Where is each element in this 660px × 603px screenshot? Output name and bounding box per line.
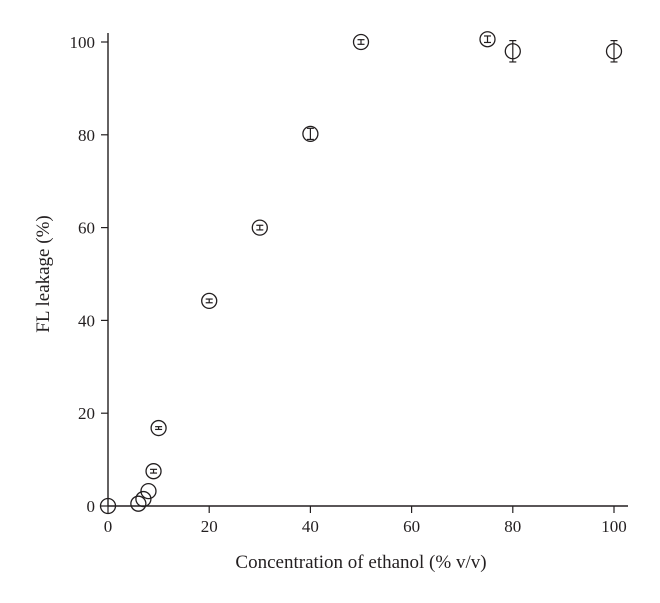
y-tick-label: 80 [78, 126, 95, 145]
data-point [302, 125, 319, 143]
data-point [605, 40, 623, 63]
point-marker [201, 292, 218, 310]
data-point [99, 497, 117, 515]
data-point [251, 219, 268, 236]
point-marker [479, 31, 496, 48]
point-marker [140, 483, 157, 500]
y-tick-label: 100 [70, 33, 96, 52]
point-marker [605, 43, 623, 60]
data-point [352, 33, 370, 51]
point-marker [302, 125, 319, 143]
point-marker [99, 497, 117, 515]
point-marker [130, 495, 147, 512]
y-tick-label: 0 [87, 497, 96, 516]
data-point [479, 31, 496, 48]
data-point [145, 463, 162, 480]
axes [107, 33, 628, 507]
y-tick-label: 20 [78, 404, 95, 423]
point-marker [251, 219, 268, 236]
y-tick-label: 40 [78, 311, 95, 330]
data-point [130, 495, 147, 512]
x-tick-label: 100 [601, 517, 627, 536]
point-marker [145, 463, 162, 480]
data-point [504, 40, 521, 63]
x-tick-label: 40 [302, 517, 319, 536]
x-tick-label: 60 [403, 517, 420, 536]
point-marker [135, 490, 152, 508]
x-tick-label: 0 [104, 517, 113, 536]
x-tick-label: 80 [504, 517, 521, 536]
data-point [150, 419, 167, 437]
y-axis-title: FL leakage (%) [33, 215, 54, 332]
x-ticks: 0 20 40 60 80 100 [104, 506, 627, 536]
point-marker [504, 43, 521, 60]
data-point [135, 490, 152, 508]
x-tick-label: 20 [201, 517, 218, 536]
point-marker [150, 419, 167, 437]
data-point [140, 483, 157, 500]
data-points [99, 31, 623, 515]
y-ticks: 0 20 40 60 80 100 [70, 33, 108, 516]
x-axis-title: Concentration of ethanol (% v/v) [235, 552, 486, 573]
data-point [201, 292, 218, 310]
point-marker [352, 33, 370, 51]
y-tick-label: 60 [78, 219, 95, 238]
